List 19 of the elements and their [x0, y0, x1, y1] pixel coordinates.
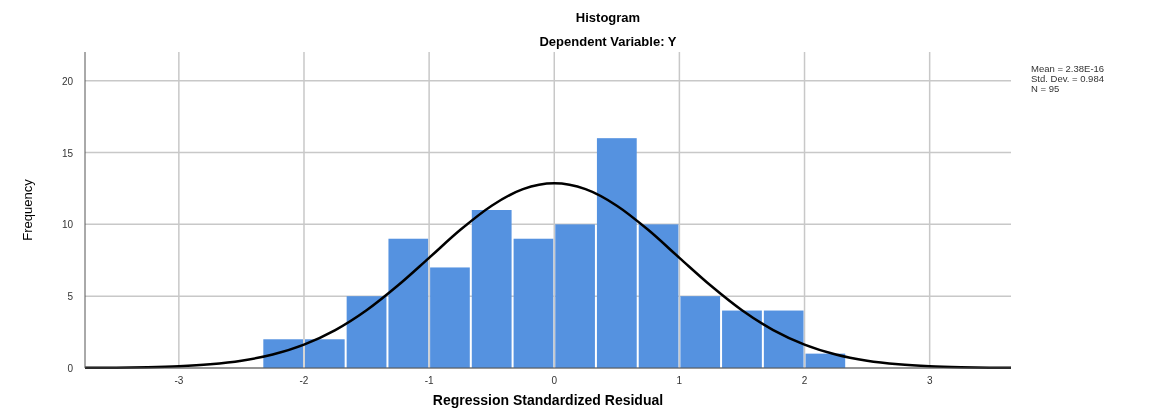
x-tick-label: 3 — [926, 375, 933, 386]
chart-title: Histogram — [575, 10, 641, 25]
y-tick-label: 15 — [61, 147, 74, 159]
x-tick-label: 1 — [676, 375, 683, 386]
text: Std. Dev. = 0.984 — [1031, 73, 1104, 84]
x-tick-label: -2 — [299, 375, 309, 386]
y-tick-label: 5 — [67, 291, 74, 303]
text: Mean = 2.38E-16 — [1031, 63, 1105, 74]
chart-subtitle: Dependent Variable: Y — [539, 34, 677, 49]
y-tick-label: 10 — [61, 219, 74, 231]
x-tick-label: 2 — [801, 375, 808, 386]
text: N = 95 — [1031, 83, 1060, 94]
x-tick-label: 0 — [551, 375, 558, 386]
x-tick-label: -3 — [174, 375, 184, 386]
x-axis-title: Regression Standardized Residual — [432, 392, 664, 408]
x-tick-label: -1 — [424, 375, 434, 386]
y-tick-label: 0 — [67, 363, 74, 374]
y-tick-label: 20 — [61, 75, 74, 87]
y-axis-title: Frequency — [20, 178, 35, 241]
